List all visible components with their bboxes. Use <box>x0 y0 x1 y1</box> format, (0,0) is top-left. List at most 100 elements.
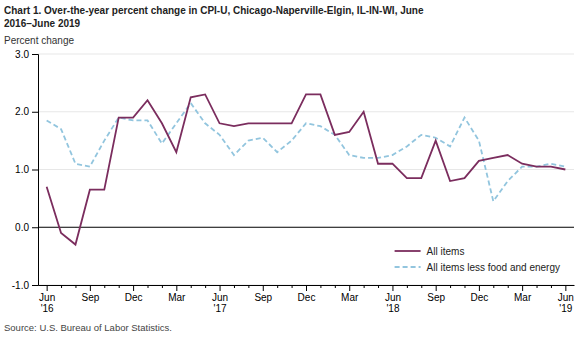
x-tick-mark <box>551 285 552 288</box>
grid-line <box>38 54 574 55</box>
x-tick-mark <box>493 285 494 288</box>
x-tick-label: Dec <box>298 292 316 303</box>
x-tick-label: Sep <box>427 292 445 303</box>
x-tick <box>464 285 465 288</box>
x-tick-mark <box>148 285 149 288</box>
legend-swatch <box>395 250 421 252</box>
legend-item: All items less food and energy <box>395 262 560 273</box>
y-tick-label: 0.0 <box>15 222 29 233</box>
x-tick: Sep <box>427 285 445 303</box>
y-tick-mark <box>32 285 38 286</box>
x-tick-label: Jun'17 <box>212 292 228 314</box>
x-tick-mark <box>75 285 76 288</box>
x-tick: Jun'18 <box>385 285 401 314</box>
plot: -1.0 0.0 1.0 2.0 3.0 Jun'16 Sep Dec Mar Jun'17 Sep… <box>12 49 575 314</box>
x-tick <box>248 285 249 288</box>
x-tick <box>335 285 336 288</box>
x-tick-mark <box>464 285 465 288</box>
x-tick <box>551 285 552 288</box>
x-tick: Dec <box>298 285 316 303</box>
x-tick-label: Mar <box>168 292 186 303</box>
x-tick-mark <box>436 285 437 291</box>
x-tick-mark <box>205 285 206 288</box>
y-axis-title: Percent change <box>4 35 74 46</box>
x-tick <box>493 285 494 288</box>
x-tick <box>148 285 149 288</box>
grid-line <box>38 169 574 170</box>
x-tick-mark <box>47 285 48 291</box>
legend: All items All items less food and energy <box>387 241 568 277</box>
x-tick-mark <box>320 285 321 288</box>
legend-background <box>387 241 568 277</box>
legend-label: All items less food and energy <box>427 262 560 273</box>
x-tick <box>450 285 451 288</box>
x-tick <box>508 285 509 288</box>
x-tick-mark <box>104 285 105 288</box>
grid-line <box>38 111 574 112</box>
y-tick-label: -1.0 <box>12 280 30 291</box>
x-tick-mark <box>450 285 451 288</box>
y-tick: 2.0 <box>15 106 38 117</box>
x-tick: Sep <box>81 285 99 303</box>
legend-swatch <box>395 266 421 268</box>
x-tick-mark <box>176 285 177 291</box>
x-tick-mark <box>537 285 538 288</box>
x-tick-label: Mar <box>514 292 532 303</box>
y-tick-label: 3.0 <box>15 49 29 60</box>
x-tick <box>104 285 105 288</box>
x-tick-mark <box>306 285 307 291</box>
y-tick-label: 1.0 <box>15 164 29 175</box>
grid <box>38 54 574 285</box>
zero-line <box>38 227 574 228</box>
legend-item: All items <box>395 246 465 257</box>
x-tick-label: Jun'18 <box>385 292 401 314</box>
y-tick-mark <box>32 170 38 171</box>
x-tick-mark <box>220 285 221 291</box>
y-tick-mark <box>32 112 38 113</box>
x-tick-mark <box>392 285 393 291</box>
x-tick-mark <box>565 285 566 291</box>
x-tick-mark <box>421 285 422 288</box>
x-tick-mark <box>263 285 264 291</box>
x-tick: Sep <box>254 285 272 303</box>
x-tick <box>378 285 379 288</box>
x-tick-mark <box>479 285 480 291</box>
x-tick-mark <box>522 285 523 291</box>
x-tick <box>162 285 163 288</box>
x-tick-mark <box>133 285 134 291</box>
x-tick-mark <box>292 285 293 288</box>
line-series <box>47 94 566 244</box>
x-tick-mark <box>378 285 379 288</box>
x-tick: Jun'16 <box>39 285 55 314</box>
x-tick-mark <box>90 285 91 291</box>
x-tick: Jun'17 <box>212 285 228 314</box>
legend-label: All items <box>427 246 465 257</box>
x-tick: Jun'19 <box>558 285 574 314</box>
x-tick <box>320 285 321 288</box>
x-tick-mark <box>364 285 365 288</box>
x-tick: Mar <box>341 285 359 303</box>
x-tick: Mar <box>514 285 532 303</box>
x-tick <box>191 285 192 288</box>
x-tick-mark <box>191 285 192 288</box>
x-tick-mark <box>335 285 336 288</box>
x-tick-mark <box>234 285 235 288</box>
x-tick-mark <box>119 285 120 288</box>
x-tick-label: Jun'19 <box>558 292 574 314</box>
x-tick-mark <box>248 285 249 288</box>
x-tick-label: Mar <box>341 292 359 303</box>
x-tick-mark <box>162 285 163 288</box>
y-tick-mark <box>32 227 38 228</box>
x-tick-mark <box>349 285 350 291</box>
x-tick <box>364 285 365 288</box>
x-tick-label: Dec <box>125 292 143 303</box>
x-tick <box>75 285 76 288</box>
x-tick <box>407 285 408 288</box>
x-tick <box>119 285 120 288</box>
x-tick-label: Sep <box>254 292 272 303</box>
x-tick-mark <box>277 285 278 288</box>
x-tick <box>292 285 293 288</box>
y-tick: 3.0 <box>15 49 38 60</box>
x-tick-mark <box>61 285 62 288</box>
x-tick <box>277 285 278 288</box>
